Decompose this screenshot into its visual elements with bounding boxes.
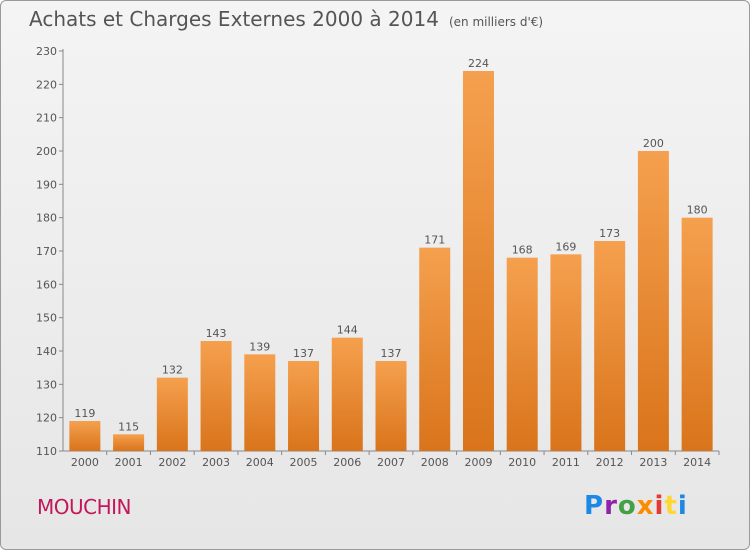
bar-2013 — [637, 151, 669, 451]
y-tick-label: 190 — [36, 178, 57, 191]
bar-2007 — [375, 361, 407, 451]
y-tick-label: 150 — [36, 312, 57, 325]
x-tick-label: 2013 — [639, 456, 667, 469]
title-text: Achats et Charges Externes 2000 à 2014 — [29, 7, 439, 31]
logo-letter: o — [617, 491, 637, 521]
bar-2012 — [594, 241, 626, 451]
data-label: 132 — [162, 364, 183, 377]
data-label: 137 — [381, 347, 402, 360]
y-tick-label: 160 — [36, 278, 57, 291]
chart-title: Achats et Charges Externes 2000 à 2014 (e… — [29, 7, 543, 31]
bar-2008 — [419, 247, 451, 451]
x-tick-label: 2011 — [552, 456, 580, 469]
data-label: 169 — [555, 240, 576, 253]
x-tick-label: 2002 — [158, 456, 186, 469]
bar-2009 — [462, 71, 494, 451]
x-tick-label: 2007 — [377, 456, 405, 469]
data-label: 137 — [293, 347, 314, 360]
data-label: 171 — [424, 234, 445, 247]
x-tick-label: 2004 — [246, 456, 274, 469]
chart-subtitle: (en milliers d'€) — [448, 15, 544, 29]
y-tick-label: 200 — [36, 145, 57, 158]
proxiti-logo: Proxiti — [584, 491, 688, 521]
y-tick-label: 210 — [36, 112, 57, 125]
data-label: 168 — [512, 244, 533, 257]
logo-letter: x — [636, 491, 655, 521]
x-tick-label: 2009 — [464, 456, 492, 469]
logo-letter: r — [604, 491, 618, 521]
y-tick-label: 220 — [36, 78, 57, 91]
data-label: 144 — [337, 324, 358, 337]
x-tick-label: 2001 — [115, 456, 143, 469]
location-name: MOUCHIN — [37, 495, 132, 519]
data-label: 173 — [599, 227, 620, 240]
y-tick-label: 170 — [36, 245, 57, 258]
logo-letter: i — [677, 491, 688, 521]
data-label: 200 — [643, 137, 664, 150]
y-tick-label: 180 — [36, 212, 57, 225]
bar-2003 — [200, 341, 232, 451]
x-tick-label: 2012 — [596, 456, 624, 469]
data-label: 143 — [206, 327, 227, 340]
bar-2001 — [113, 434, 145, 451]
x-tick-label: 2008 — [421, 456, 449, 469]
logo-letter: P — [584, 491, 605, 521]
bar-2006 — [331, 337, 363, 451]
x-tick-label: 2006 — [333, 456, 361, 469]
y-tick-label: 230 — [36, 45, 57, 58]
logo-letter: i — [654, 491, 665, 521]
data-label: 180 — [687, 204, 708, 217]
logo-letter: t — [664, 491, 678, 521]
bar-2005 — [288, 361, 320, 451]
x-tick-label: 2010 — [508, 456, 536, 469]
data-label: 115 — [118, 420, 139, 433]
data-label: 119 — [74, 407, 95, 420]
bar-2011 — [550, 254, 582, 451]
data-label: 224 — [468, 57, 489, 70]
y-tick-label: 110 — [36, 445, 57, 458]
x-tick-label: 2000 — [71, 456, 99, 469]
bar-2002 — [156, 377, 188, 451]
bar-2010 — [506, 257, 538, 451]
x-tick-label: 2005 — [290, 456, 318, 469]
y-tick-label: 120 — [36, 412, 57, 425]
bar-2014 — [681, 217, 713, 451]
y-tick-label: 130 — [36, 378, 57, 391]
y-tick-label: 140 — [36, 345, 57, 358]
x-tick-label: 2003 — [202, 456, 230, 469]
x-tick-label: 2014 — [683, 456, 711, 469]
data-label: 139 — [249, 340, 270, 353]
bar-2004 — [244, 354, 276, 451]
bar-2000 — [69, 421, 101, 451]
